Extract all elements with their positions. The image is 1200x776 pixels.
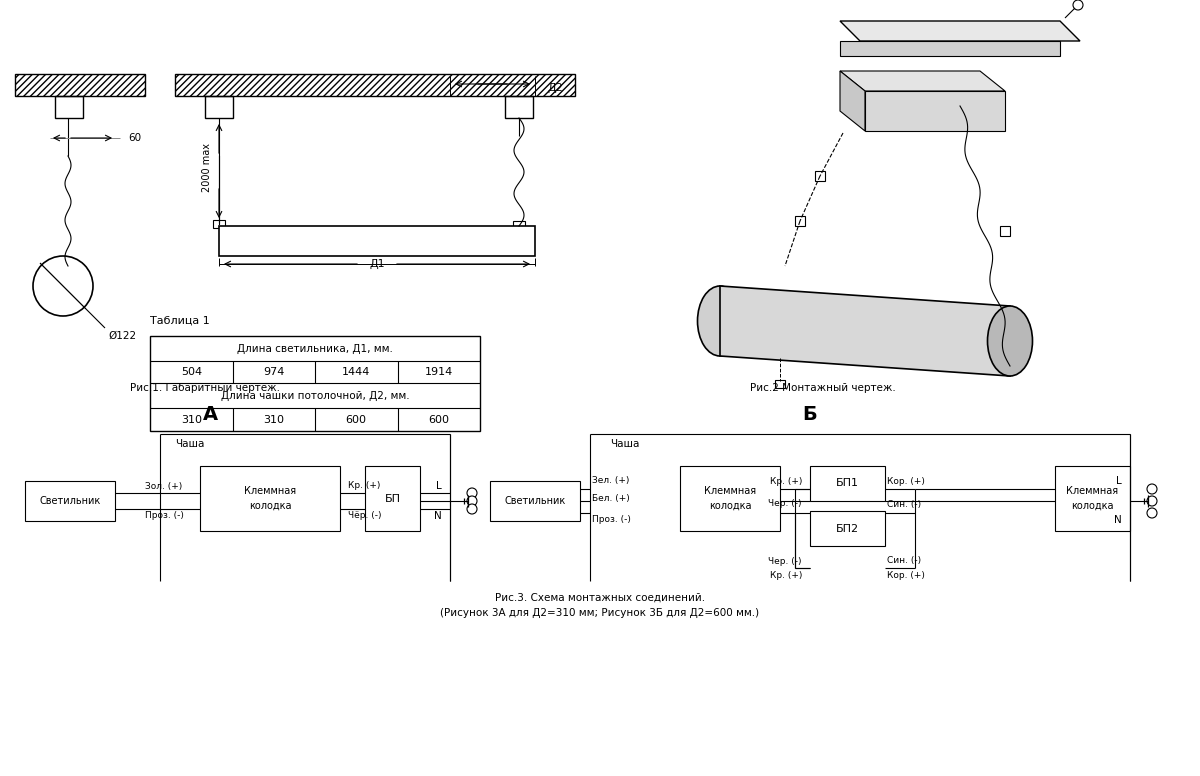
Polygon shape xyxy=(840,41,1060,56)
Polygon shape xyxy=(840,71,1006,91)
Text: колодка: колодка xyxy=(709,501,751,511)
Text: Клеммная: Клеммная xyxy=(704,487,756,497)
Text: Чёр. (-): Чёр. (-) xyxy=(348,511,382,521)
Circle shape xyxy=(467,504,478,514)
Text: Рис.3. Схема монтажных соединений.: Рис.3. Схема монтажных соединений. xyxy=(494,593,706,603)
Text: Син. (-): Син. (-) xyxy=(887,500,922,508)
Bar xyxy=(214,220,226,228)
Text: Кор. (+): Кор. (+) xyxy=(887,570,925,580)
Text: Светильник: Светильник xyxy=(504,496,565,506)
Bar xyxy=(220,226,535,256)
Text: Клеммная: Клеммная xyxy=(244,487,296,497)
Text: Чер. (-): Чер. (-) xyxy=(768,556,802,566)
Text: Ø122: Ø122 xyxy=(108,331,136,341)
Ellipse shape xyxy=(697,286,743,356)
Text: L: L xyxy=(1116,476,1122,486)
Text: Кр. (+): Кр. (+) xyxy=(348,481,380,490)
Text: А: А xyxy=(203,404,217,424)
Text: 310: 310 xyxy=(181,415,202,425)
Bar xyxy=(25,481,115,521)
Text: 60: 60 xyxy=(128,133,142,143)
Text: Кр. (+): Кр. (+) xyxy=(769,570,802,580)
Text: Кор. (+): Кор. (+) xyxy=(887,476,925,486)
Polygon shape xyxy=(840,71,865,131)
Text: Длина чашки потолочной, Д2, мм.: Длина чашки потолочной, Д2, мм. xyxy=(221,390,409,400)
Text: 310: 310 xyxy=(263,415,284,425)
Circle shape xyxy=(1147,496,1157,506)
Text: Зол. (+): Зол. (+) xyxy=(145,481,182,490)
Bar xyxy=(810,466,886,501)
Bar xyxy=(175,74,575,96)
Bar xyxy=(150,336,480,431)
Text: БП2: БП2 xyxy=(836,524,859,534)
Text: БП1: БП1 xyxy=(836,479,859,489)
Text: Светильник: Светильник xyxy=(40,496,101,506)
Text: Д1: Д1 xyxy=(370,259,385,269)
Text: 600: 600 xyxy=(346,415,367,425)
Text: L: L xyxy=(437,481,442,491)
Text: 2000 max: 2000 max xyxy=(202,144,212,192)
Text: Рис.2 Монтажный чертеж.: Рис.2 Монтажный чертеж. xyxy=(750,383,895,393)
Text: Бел. (+): Бел. (+) xyxy=(592,494,630,503)
Bar xyxy=(365,466,420,531)
Bar xyxy=(205,96,233,118)
Circle shape xyxy=(467,488,478,498)
Text: БП: БП xyxy=(384,494,401,504)
Ellipse shape xyxy=(988,306,1032,376)
Text: Б: Б xyxy=(803,404,817,424)
Text: Таблица 1: Таблица 1 xyxy=(150,316,210,326)
Bar xyxy=(14,74,145,96)
Bar xyxy=(796,216,805,226)
Circle shape xyxy=(467,496,478,506)
Text: 974: 974 xyxy=(263,367,284,377)
Bar xyxy=(505,96,533,118)
Text: Проз. (-): Проз. (-) xyxy=(592,515,631,525)
Bar xyxy=(490,481,580,521)
Bar xyxy=(200,466,340,531)
Bar xyxy=(775,380,785,388)
Text: Зел. (+): Зел. (+) xyxy=(592,476,629,486)
Polygon shape xyxy=(720,286,1010,376)
Text: Чер. (-): Чер. (-) xyxy=(768,500,802,508)
Bar xyxy=(1055,466,1130,531)
Bar xyxy=(810,511,886,546)
Text: 600: 600 xyxy=(428,415,449,425)
Circle shape xyxy=(34,256,94,316)
Circle shape xyxy=(1147,508,1157,518)
Text: Рис.1. Габаритный чертеж.: Рис.1. Габаритный чертеж. xyxy=(130,383,280,393)
Text: колодка: колодка xyxy=(1072,501,1114,511)
Text: Клеммная: Клеммная xyxy=(1067,487,1118,497)
Text: 1444: 1444 xyxy=(342,367,371,377)
Text: (Рисунок 3А для Д2=310 мм; Рисунок 3Б для Д2=600 мм.): (Рисунок 3А для Д2=310 мм; Рисунок 3Б дл… xyxy=(440,608,760,618)
Text: колодка: колодка xyxy=(248,501,292,511)
Bar xyxy=(514,221,526,229)
Text: Проз. (-): Проз. (-) xyxy=(145,511,184,521)
Text: Д2: Д2 xyxy=(548,83,564,93)
Text: N: N xyxy=(1115,515,1122,525)
Polygon shape xyxy=(840,21,1080,41)
Circle shape xyxy=(1147,484,1157,494)
Text: Кр. (+): Кр. (+) xyxy=(769,476,802,486)
Text: N: N xyxy=(434,511,442,521)
Bar xyxy=(815,171,826,181)
Text: Чаша: Чаша xyxy=(610,439,640,449)
Polygon shape xyxy=(865,91,1006,131)
Text: 1914: 1914 xyxy=(425,367,452,377)
Bar xyxy=(680,466,780,531)
Text: Чаша: Чаша xyxy=(175,439,204,449)
Text: 504: 504 xyxy=(181,367,202,377)
Circle shape xyxy=(1073,0,1084,10)
Bar xyxy=(1000,226,1010,236)
Text: Длина светильника, Д1, мм.: Длина светильника, Д1, мм. xyxy=(238,344,392,354)
Text: Син. (-): Син. (-) xyxy=(887,556,922,566)
Bar xyxy=(55,96,83,118)
